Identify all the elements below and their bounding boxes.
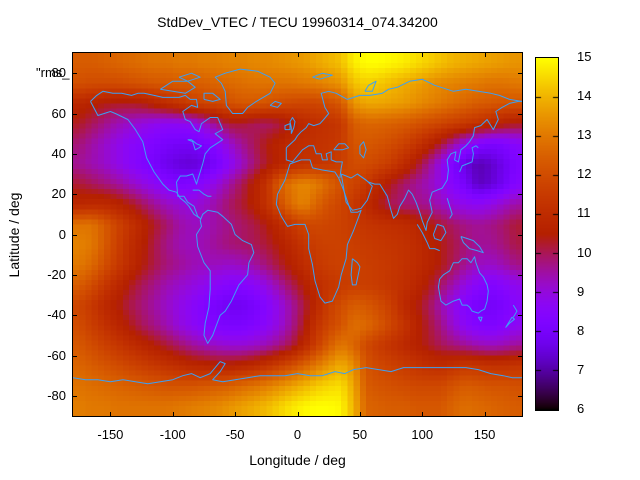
colorbar-tick-label: 11 (577, 205, 591, 221)
x-axis-title: Longitude / deg (249, 452, 346, 468)
coastline-path (289, 117, 296, 134)
coastline-path (269, 100, 282, 108)
colorbar-tick-label: 13 (577, 127, 592, 143)
coastline-path (285, 78, 522, 149)
coastline-path (477, 316, 483, 322)
coastline-path (437, 256, 489, 314)
y-tick-label: 60 (51, 105, 66, 121)
colorbar-tick-label: 7 (577, 361, 585, 377)
x-tick-label: -150 (97, 427, 124, 442)
y-tick-label: 80 (51, 65, 66, 81)
colorbar-tick-label: 14 (577, 88, 592, 104)
coastline-path (312, 72, 333, 80)
coastline-path (203, 92, 221, 102)
y-tick-label: -40 (47, 307, 66, 323)
coastline-path (340, 173, 373, 211)
coastline-path (505, 316, 515, 328)
colorbar (535, 57, 559, 411)
coastline-overlay (73, 68, 522, 385)
colorbar-tick-label: 6 (577, 401, 585, 416)
coastline-path (90, 90, 224, 219)
coastline-path (350, 258, 361, 286)
key-label: "rms_ (36, 65, 70, 80)
coastline-path (284, 123, 291, 131)
y-tick-label: 40 (51, 145, 66, 161)
y-tick-label: 0 (58, 226, 66, 242)
coastline-path (432, 223, 447, 242)
coastline-path (460, 236, 484, 254)
coastline-path (446, 198, 453, 219)
coastline-path (333, 143, 350, 151)
coastline-path (364, 80, 377, 92)
coastline-path (275, 159, 362, 304)
coastline-path (416, 224, 440, 252)
y-tick-label: -80 (47, 387, 66, 403)
colorbar-tick-label: 8 (577, 322, 585, 338)
coastline-path (359, 141, 367, 159)
x-tick-label: 150 (473, 427, 496, 442)
coastline-path (178, 72, 201, 82)
colorbar-tick-label: 9 (577, 283, 585, 299)
plot-title: StdDev_VTEC / TECU 19960314_074.34200 (157, 14, 438, 30)
coastline-path (459, 145, 479, 173)
coastline-path (512, 304, 518, 318)
x-tick-label: 100 (411, 427, 434, 442)
x-tick-label: -100 (159, 427, 186, 442)
colorbar-tick-label: 12 (577, 166, 592, 182)
x-tick-label: 50 (352, 427, 368, 442)
colorbar-tick-label: 15 (577, 49, 592, 64)
coastline-path (160, 80, 196, 94)
coastline-path (214, 68, 276, 114)
heatmap-canvas (73, 53, 522, 416)
y-tick-label: 20 (51, 186, 66, 202)
coastline-path (196, 209, 255, 344)
coastline-path (192, 189, 212, 197)
x-tick-label: -50 (225, 427, 245, 442)
x-tick-label: 0 (293, 427, 302, 442)
colorbar-tick-label: 10 (577, 244, 592, 260)
y-tick-label: -60 (47, 347, 66, 363)
coastline-path (285, 145, 343, 179)
plot-area (72, 52, 523, 417)
coastline-path (187, 139, 202, 151)
coastline-path (357, 100, 522, 231)
coastline-path (73, 361, 522, 385)
colorbar-canvas (536, 58, 558, 410)
y-tick-label: -20 (47, 266, 66, 282)
